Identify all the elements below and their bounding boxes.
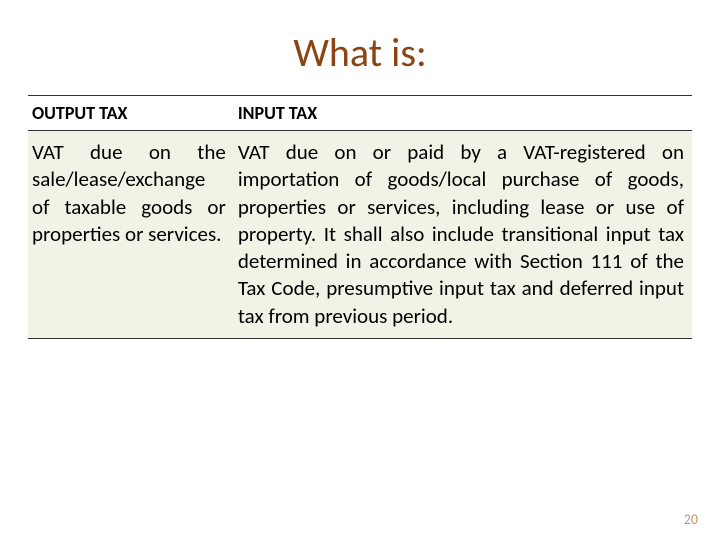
- table-header-row: OUTPUT TAX INPUT TAX: [28, 96, 692, 131]
- header-output-tax: OUTPUT TAX: [28, 96, 234, 131]
- cell-output-tax: VAT due on the sale/lease/exchange of ta…: [28, 131, 234, 339]
- definition-table: OUTPUT TAX INPUT TAX VAT due on the sale…: [28, 95, 692, 339]
- page-title: What is:: [0, 0, 720, 95]
- page-number: 20: [684, 511, 698, 528]
- cell-input-tax: VAT due on or paid by a VAT-registered o…: [234, 131, 692, 339]
- table-row: VAT due on the sale/lease/exchange of ta…: [28, 131, 692, 339]
- header-input-tax: INPUT TAX: [234, 96, 692, 131]
